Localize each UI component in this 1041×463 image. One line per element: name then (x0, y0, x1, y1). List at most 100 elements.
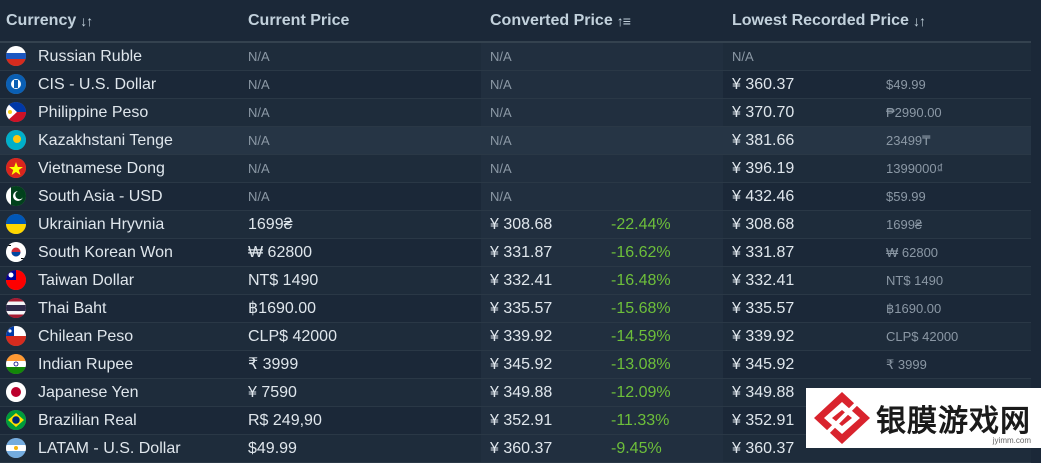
converted-price: ¥ 349.88 (490, 384, 553, 401)
lowest-recorded-price: ¥ 335.57 (732, 300, 795, 317)
discount-percent: -22.44% (611, 216, 671, 233)
converted-price: N/A (490, 161, 512, 176)
brazil-flag-icon (6, 410, 26, 430)
table-row[interactable]: South Asia - USD N/A N/A ¥ 432.46 $59.99 (0, 183, 1031, 211)
lowest-original-price: 1399000₫ (886, 161, 944, 176)
currency-name: Indian Rupee (38, 356, 134, 373)
converted-price: N/A (490, 189, 512, 204)
lowest-recorded-price: ¥ 432.46 (732, 188, 795, 205)
currency-name: Japanese Yen (38, 384, 139, 401)
current-price: N/A (248, 133, 270, 148)
vietnam-flag-icon (6, 158, 26, 178)
table-row[interactable]: Vietnamese Dong N/A N/A ¥ 396.19 1399000₫ (0, 155, 1031, 183)
lowest-recorded-price: ¥ 370.70 (732, 104, 795, 121)
lowest-price-column-bg (723, 323, 1031, 350)
watermark-text: 银膜游戏网 (876, 404, 1031, 439)
lowest-recorded-price: N/A (732, 49, 754, 64)
currency-name: Ukrainian Hryvnia (38, 216, 165, 233)
currency-name: Thai Baht (38, 300, 107, 317)
lowest-recorded-price: ¥ 396.19 (732, 160, 795, 177)
lowest-recorded-price: ¥ 360.37 (732, 440, 795, 457)
currency-name: Taiwan Dollar (38, 272, 135, 289)
converted-price: N/A (490, 133, 512, 148)
russia-flag-icon (6, 46, 26, 66)
lowest-original-price: ₩ 62800 (886, 245, 939, 260)
philippines-flag-icon (6, 102, 26, 122)
sort-icon[interactable]: ↓↑ (912, 12, 926, 29)
converted-price: ¥ 332.41 (490, 272, 553, 289)
table-row[interactable]: Taiwan Dollar NT$ 1490 ¥ 332.41 -16.48% ¥ 33… (0, 267, 1031, 295)
sort-ascending-icon[interactable]: ↑≡ (616, 12, 631, 29)
lowest-recorded-price: ¥ 352.91 (732, 412, 795, 429)
lowest-recorded-price-column-header[interactable]: Lowest Recorded Price ↓↑ (732, 11, 926, 29)
sort-icon[interactable]: ↓↑ (80, 12, 93, 29)
lowest-original-price: 1699₴ (886, 217, 923, 232)
table-row[interactable]: Russian Ruble N/A N/A N/A (0, 43, 1031, 71)
table-header: Currency ↓↑ Current Price Converted Pric… (0, 0, 1031, 43)
converted-price-column-bg (481, 267, 723, 294)
current-price-column-header[interactable]: Current Price (248, 11, 350, 29)
table-row[interactable]: Philippine Peso N/A N/A ¥ 370.70 ₱2990.00 (0, 99, 1031, 127)
current-price: N/A (248, 105, 270, 120)
current-price: NT$ 1490 (248, 272, 319, 289)
converted-price: N/A (490, 49, 512, 64)
japan-flag-icon (6, 382, 26, 402)
lowest-original-price: ฿1690.00 (886, 301, 942, 316)
table-row[interactable]: Indian Rupee ₹ 3999 ¥ 345.92 -13.08% ¥ 345.9… (0, 351, 1031, 379)
lowest-price-column-bg (723, 267, 1031, 294)
currency-name: CIS - U.S. Dollar (38, 76, 157, 93)
lowest-original-price: 23499₸ (886, 133, 931, 148)
currency-name: Russian Ruble (38, 48, 143, 65)
lowest-original-price: $59.99 (886, 189, 926, 204)
converted-price-column-bg (481, 127, 723, 154)
discount-percent: -11.33% (611, 412, 670, 429)
chile-flag-icon (6, 326, 26, 346)
lowest-recorded-price: ¥ 331.87 (732, 244, 795, 261)
lowest-original-price: ₱2990.00 (886, 105, 942, 120)
lowest-original-price: $49.99 (886, 77, 926, 92)
currency-name: Chilean Peso (38, 328, 134, 345)
ukraine-flag-icon (6, 214, 26, 234)
converted-price: N/A (490, 105, 512, 120)
current-price: N/A (248, 49, 270, 64)
lowest-price-column-bg (723, 99, 1031, 126)
lowest-recorded-price: ¥ 339.92 (732, 328, 795, 345)
lowest-recorded-price: ¥ 332.41 (732, 272, 795, 289)
current-price: R$ 249,90 (248, 412, 322, 429)
table-row[interactable]: Kazakhstani Tenge N/A N/A ¥ 381.66 23499₸ (0, 127, 1031, 155)
lowest-price-column-bg (723, 211, 1031, 238)
converted-price-column-bg (481, 379, 723, 406)
converted-price: ¥ 339.92 (490, 328, 553, 345)
converted-price-column-bg (481, 211, 723, 238)
converted-price-column-bg (481, 43, 723, 70)
discount-percent: -9.45% (611, 440, 662, 457)
table-row[interactable]: Thai Baht ฿1690.00 ¥ 335.57 -15.68% ¥ 335.57… (0, 295, 1031, 323)
lowest-recorded-price: ¥ 349.88 (732, 384, 795, 401)
converted-price-column-bg (481, 295, 723, 322)
table-body: Russian Ruble N/A N/A N/A CIS - U.S. Dollar N… (0, 43, 1031, 463)
current-price: ¥ 7590 (248, 384, 297, 401)
thailand-flag-icon (6, 298, 26, 318)
table-row[interactable]: South Korean Won ₩ 62800 ¥ 331.87 -16.62% ¥ … (0, 239, 1031, 267)
table-row[interactable]: Chilean Peso CLP$ 42000 ¥ 339.92 -14.59% ¥ 3… (0, 323, 1031, 351)
currency-name: Vietnamese Dong (38, 160, 165, 177)
table-row[interactable]: Ukrainian Hryvnia 1699₴ ¥ 308.68 -22.44% ¥ 3… (0, 211, 1031, 239)
current-price: 1699₴ (248, 216, 293, 233)
lowest-recorded-price: ¥ 360.37 (732, 76, 795, 93)
watermark: 银膜游戏网 jyimm.com (806, 388, 1041, 448)
discount-percent: -16.48% (611, 272, 671, 289)
converted-price: ¥ 360.37 (490, 440, 553, 457)
current-price: CLP$ 42000 (248, 328, 337, 345)
converted-price-column-header[interactable]: Converted Price ↑≡ (490, 11, 631, 29)
converted-price: N/A (490, 77, 512, 92)
currency-column-header[interactable]: Currency ↓↑ (6, 11, 93, 29)
table-row[interactable]: CIS - U.S. Dollar N/A N/A ¥ 360.37 $49.99 (0, 71, 1031, 99)
lowest-original-price: NT$ 1490 (886, 273, 944, 288)
current-price: N/A (248, 189, 270, 204)
converted-price: ¥ 335.57 (490, 300, 553, 317)
current-price: ₹ 3999 (248, 356, 299, 373)
discount-percent: -15.68% (611, 300, 671, 317)
south-korea-flag-icon (6, 242, 26, 262)
lowest-price-column-bg (723, 351, 1031, 378)
